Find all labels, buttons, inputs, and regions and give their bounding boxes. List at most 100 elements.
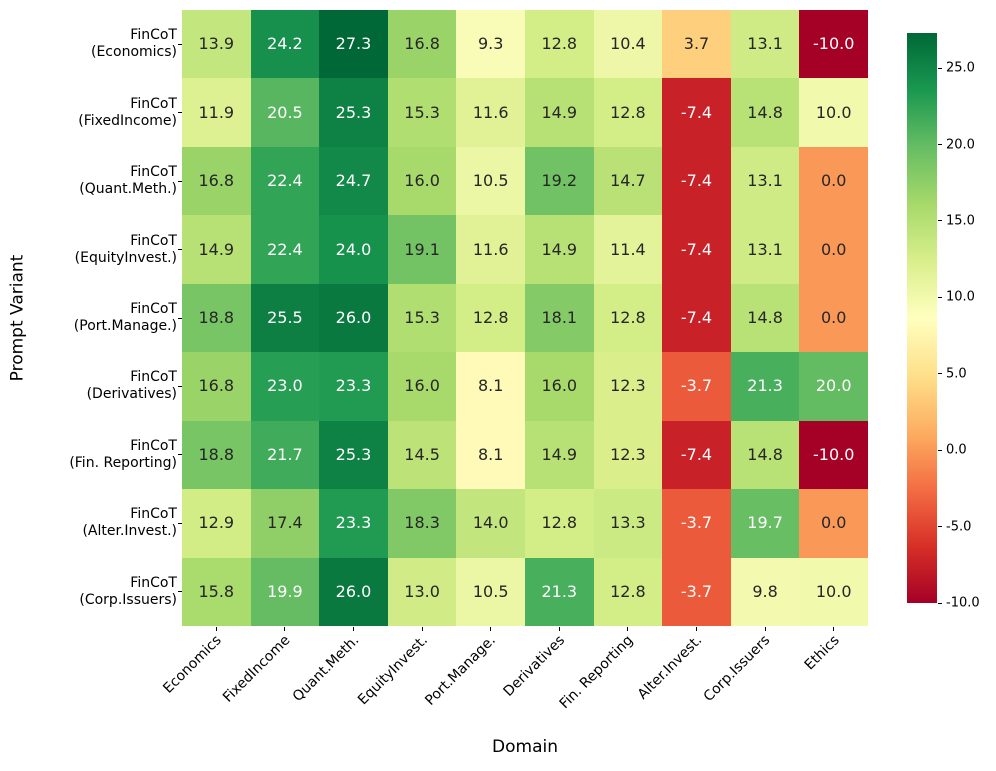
heatmap-cell: -10.0 — [799, 420, 868, 490]
heatmap-cell: 12.8 — [593, 557, 663, 626]
y-tick-label-line: (Derivatives) — [86, 386, 177, 403]
heatmap-cell-value: 20.5 — [267, 102, 303, 122]
heatmap-cell-value: 18.3 — [404, 513, 440, 533]
heatmap-cell: 16.8 — [182, 146, 251, 216]
heatmap-cell-value: 19.7 — [747, 513, 783, 533]
heatmap-cell-value: 15.3 — [404, 102, 440, 122]
colorbar-tick-label: 5.0 — [946, 366, 967, 382]
x-tick-label: Quant.Meth. — [289, 632, 363, 705]
heatmap-cell-value: 21.7 — [267, 444, 303, 464]
heatmap-cell-value: 0.0 — [820, 513, 847, 533]
y-tick-label: FinCoT (Corp.Issuers) — [79, 575, 177, 609]
heatmap-cell-value: 10.0 — [815, 581, 852, 601]
heatmap-cell-value: -3.7 — [680, 376, 713, 396]
heatmap-cell: 19.1 — [387, 215, 457, 284]
heatmap-cell: 20.0 — [799, 352, 868, 421]
colorbar-tick-mark — [938, 144, 942, 146]
y-tick-label-line: FinCoT — [130, 301, 177, 317]
y-tick-mark — [178, 43, 182, 45]
heatmap-cell-value: 15.3 — [404, 307, 440, 327]
heatmap-cell-value: 12.8 — [610, 581, 646, 601]
heatmap-cell-value: 12.8 — [472, 307, 509, 327]
x-tick-label: Port.Manage. — [422, 632, 500, 709]
heatmap-cell: 14.9 — [524, 78, 594, 147]
heatmap-cell: 13.3 — [593, 489, 663, 558]
heatmap-cell: 24.2 — [250, 10, 320, 79]
heatmap-cell: 23.3 — [319, 352, 388, 421]
heatmap-cell-value: 3.7 — [683, 34, 710, 54]
y-tick-label-line: (FixedIncome) — [78, 112, 177, 129]
heatmap-cell-value: 27.3 — [335, 34, 372, 54]
y-tick-label-line: (Quant.Meth.) — [79, 181, 177, 198]
heatmap-cell: 12.8 — [524, 489, 594, 558]
colorbar-tick-mark — [938, 220, 942, 222]
y-tick-mark — [178, 249, 182, 251]
heatmap-cell: 0.0 — [799, 489, 868, 558]
heatmap-cell-value: -7.4 — [680, 171, 713, 191]
x-tick-label: EquityInvest. — [354, 632, 431, 709]
heatmap-cell-value: 16.0 — [404, 376, 440, 396]
heatmap-cell-value: 25.3 — [335, 102, 372, 122]
heatmap-cell-value: 16.0 — [541, 376, 578, 396]
heatmap-cell-value: 11.6 — [472, 239, 509, 259]
heatmap-cell-value: 26.0 — [335, 581, 372, 601]
heatmap-cell: -7.4 — [662, 78, 731, 147]
heatmap-cell: 10.4 — [593, 10, 663, 79]
colorbar-tick-mark — [938, 296, 942, 298]
y-tick-mark — [178, 180, 182, 182]
heatmap-cell: 8.1 — [456, 352, 525, 421]
heatmap-cell-value: 14.8 — [747, 444, 783, 464]
heatmap-cell: 18.1 — [524, 283, 594, 353]
colorbar-tick-label: -5.0 — [946, 519, 972, 535]
heatmap-cell-value: -7.4 — [680, 102, 713, 122]
heatmap-cell: -3.7 — [662, 557, 731, 626]
heatmap-cell-value: 0.0 — [820, 307, 847, 327]
y-tick-mark — [178, 522, 182, 524]
colorbar-tick-mark — [938, 373, 942, 375]
heatmap-cell-value: 23.0 — [267, 376, 303, 396]
heatmap-cell-value: -10.0 — [812, 444, 855, 464]
heatmap-cell-value: 14.5 — [404, 444, 440, 464]
y-tick-label: FinCoT (Port.Manage.) — [74, 301, 177, 335]
colorbar-tick-mark — [938, 67, 942, 69]
heatmap-cell: 26.0 — [319, 557, 388, 626]
heatmap-cell-value: 15.8 — [198, 581, 235, 601]
heatmap-cell-value: 25.3 — [335, 444, 372, 464]
heatmap-cell: 24.7 — [319, 146, 388, 216]
y-tick-label-line: (Fin. Reporting) — [69, 454, 177, 471]
heatmap-cell: 12.3 — [593, 352, 663, 421]
y-tick-label: FinCoT (FixedIncome) — [78, 96, 177, 130]
heatmap-cell: -7.4 — [662, 215, 731, 284]
heatmap-cell-value: 14.9 — [541, 102, 578, 122]
y-tick-label-line: (Port.Manage.) — [73, 318, 177, 334]
heatmap-cell: 22.4 — [250, 215, 320, 284]
x-tick-mark — [833, 627, 835, 631]
heatmap-cell: 14.5 — [387, 420, 457, 490]
heatmap-cell: 27.3 — [319, 10, 388, 79]
y-tick-label: FinCoT (EquityInvest.) — [75, 233, 177, 267]
y-tick-label-line: FinCoT — [130, 369, 177, 386]
heatmap-cell: 14.0 — [456, 489, 525, 558]
heatmap-cell: 26.0 — [319, 283, 388, 353]
y-tick-label-line: (Alter.Invest.) — [82, 523, 177, 540]
heatmap-cell-value: 12.9 — [198, 513, 235, 533]
heatmap-cell: 14.8 — [730, 78, 800, 147]
heatmap-cell: 14.7 — [593, 146, 663, 216]
y-tick-mark — [178, 112, 182, 114]
heatmap-cell: 11.9 — [182, 78, 251, 147]
heatmap-cell: 12.8 — [524, 10, 594, 79]
heatmap-cell: 14.8 — [730, 420, 800, 490]
colorbar-tick-label: -10.0 — [946, 595, 980, 611]
heatmap-cell-value: 0.0 — [820, 239, 847, 259]
heatmap-cell-value: 16.8 — [198, 171, 235, 191]
heatmap-cell: -3.7 — [662, 489, 731, 558]
heatmap-cell-value: 26.0 — [335, 307, 372, 327]
heatmap-cell: -10.0 — [799, 10, 868, 79]
x-tick-label: Derivatives — [500, 632, 568, 700]
heatmap-cell-value: 14.8 — [747, 102, 783, 122]
x-tick-label: Economics — [160, 632, 225, 697]
y-tick-label: FinCoT (Alter.Invest.) — [82, 506, 177, 540]
y-tick-mark — [178, 317, 182, 319]
heatmap-cell-value: 12.8 — [541, 34, 578, 54]
heatmap-cell-value: 25.5 — [267, 307, 303, 327]
